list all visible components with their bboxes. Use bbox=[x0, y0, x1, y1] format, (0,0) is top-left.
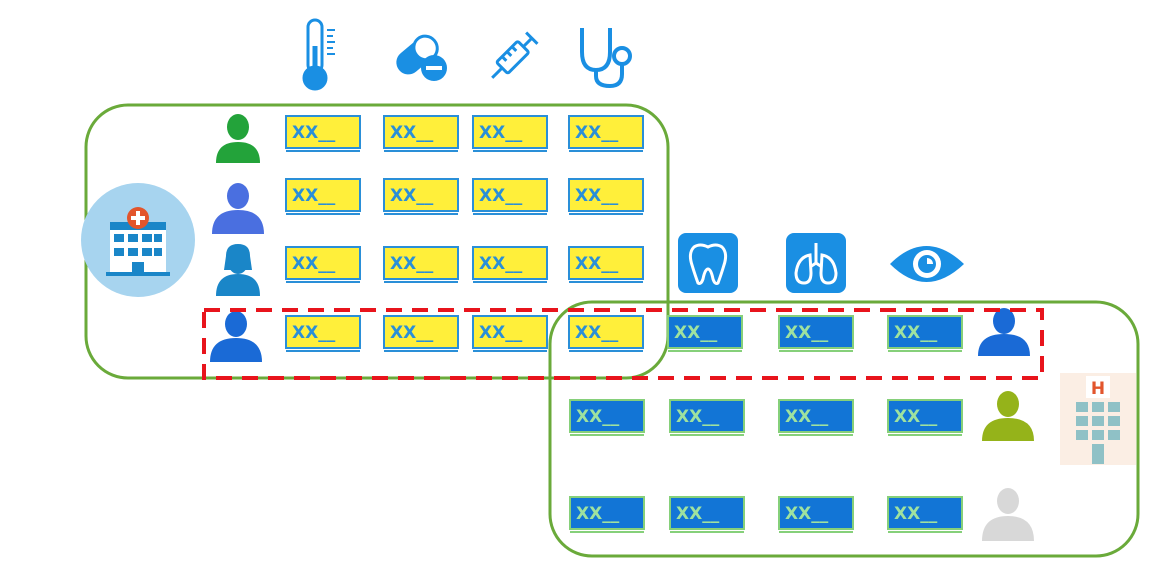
record-cell: XX__ bbox=[473, 116, 547, 151]
svg-text:XX__: XX__ bbox=[479, 254, 523, 274]
patient-blue-icon bbox=[212, 183, 264, 234]
eye-icon bbox=[890, 246, 964, 282]
record-cell: XX__ bbox=[384, 116, 458, 151]
svg-text:XX__: XX__ bbox=[575, 254, 619, 274]
record-cell: XX__ bbox=[286, 247, 360, 282]
svg-text:XX__: XX__ bbox=[292, 254, 336, 274]
svg-text:XX__: XX__ bbox=[479, 123, 523, 143]
record-cell: XX__ bbox=[779, 497, 853, 532]
svg-text:XX__: XX__ bbox=[894, 407, 938, 427]
svg-text:XX__: XX__ bbox=[575, 323, 619, 343]
record-cell: XX__ bbox=[286, 179, 360, 214]
record-cell: XX__ bbox=[668, 316, 742, 351]
record-cell: XX__ bbox=[286, 116, 360, 151]
svg-text:XX__: XX__ bbox=[479, 323, 523, 343]
record-cell: XX__ bbox=[384, 247, 458, 282]
patient-shared-icon bbox=[210, 311, 262, 362]
svg-text:XX__: XX__ bbox=[390, 123, 434, 143]
record-cell: XX__ bbox=[888, 316, 962, 351]
svg-text:XX__: XX__ bbox=[674, 323, 718, 343]
lungs-icon bbox=[786, 233, 846, 293]
svg-text:XX__: XX__ bbox=[292, 186, 336, 206]
patient-teal-icon bbox=[216, 244, 260, 296]
record-cell: XX__ bbox=[570, 497, 644, 532]
svg-text:XX__: XX__ bbox=[785, 323, 829, 343]
record-cell: XX__ bbox=[888, 497, 962, 532]
record-cell: XX__ bbox=[384, 316, 458, 351]
svg-text:XX__: XX__ bbox=[894, 504, 938, 524]
svg-text:XX__: XX__ bbox=[785, 504, 829, 524]
record-cell: XX__ bbox=[670, 400, 744, 435]
pill-icon bbox=[391, 31, 447, 81]
svg-text:XX__: XX__ bbox=[676, 407, 720, 427]
record-cell: XX__ bbox=[473, 316, 547, 351]
record-cell: XX__ bbox=[569, 316, 643, 351]
svg-text:XX__: XX__ bbox=[292, 323, 336, 343]
svg-text:XX__: XX__ bbox=[576, 504, 620, 524]
svg-text:XX__: XX__ bbox=[676, 504, 720, 524]
record-cell: XX__ bbox=[473, 247, 547, 282]
patient-gray-icon bbox=[982, 488, 1034, 541]
svg-text:XX__: XX__ bbox=[575, 186, 619, 206]
svg-text:XX__: XX__ bbox=[785, 407, 829, 427]
patient-shared-icon bbox=[978, 308, 1030, 356]
record-cell: XX__ bbox=[670, 497, 744, 532]
record-cell: XX__ bbox=[569, 116, 643, 151]
svg-text:XX__: XX__ bbox=[479, 186, 523, 206]
hospital-building-icon bbox=[81, 183, 195, 297]
thermometer-icon bbox=[304, 20, 335, 89]
svg-text:XX__: XX__ bbox=[575, 123, 619, 143]
record-cell: XX__ bbox=[473, 179, 547, 214]
stethoscope-icon bbox=[582, 28, 630, 86]
record-cell: XX__ bbox=[570, 400, 644, 435]
record-cell: XX__ bbox=[569, 179, 643, 214]
hospital-b-badge: H bbox=[1091, 379, 1105, 399]
syringe-icon bbox=[487, 33, 538, 84]
record-cell: XX__ bbox=[779, 316, 853, 351]
hospital-h-building-icon: H bbox=[1060, 373, 1136, 465]
patient-green-icon bbox=[216, 114, 260, 163]
record-cell: XX__ bbox=[779, 400, 853, 435]
svg-text:XX__: XX__ bbox=[894, 323, 938, 343]
svg-text:XX__: XX__ bbox=[390, 186, 434, 206]
svg-text:XX__: XX__ bbox=[390, 323, 434, 343]
svg-text:XX__: XX__ bbox=[576, 407, 620, 427]
tooth-icon bbox=[678, 233, 738, 293]
record-cell: XX__ bbox=[569, 247, 643, 282]
svg-text:XX__: XX__ bbox=[390, 254, 434, 274]
record-cell: XX__ bbox=[888, 400, 962, 435]
record-cell: XX__ bbox=[384, 179, 458, 214]
record-cell: XX__ bbox=[286, 316, 360, 351]
patient-olive-icon bbox=[982, 391, 1034, 441]
svg-text:XX__: XX__ bbox=[292, 123, 336, 143]
